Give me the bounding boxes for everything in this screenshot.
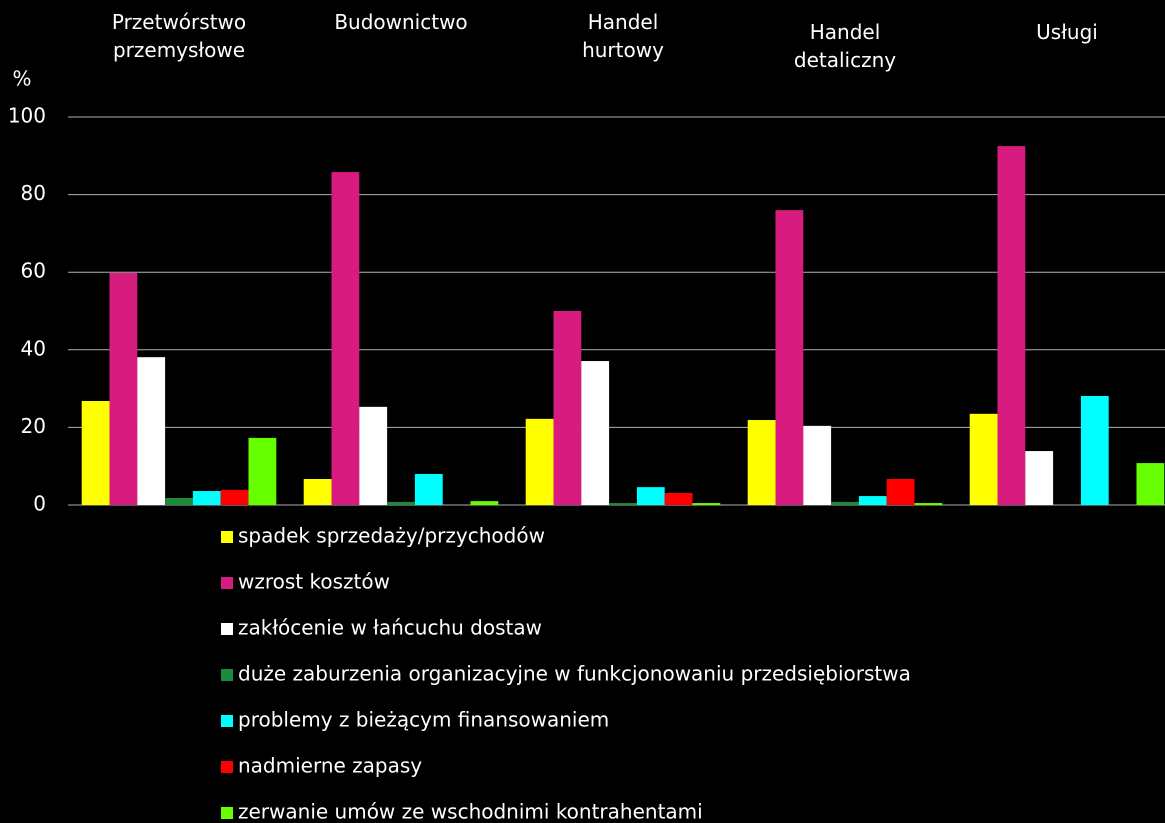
bar [664,492,693,505]
legend-swatch [221,715,233,727]
bar [414,473,443,505]
category-label: Usługi [1036,20,1098,44]
bar [553,311,582,505]
bar [609,503,637,505]
category-label: Przetwórstwo przemysłowe [111,10,247,62]
legend-swatch [221,623,233,635]
bar [636,487,665,505]
y-tick-label: 80 [21,181,46,205]
bar [303,479,332,505]
category-label: Budownictwo [334,10,468,34]
bar [997,146,1026,505]
y-tick-label: 60 [21,259,46,283]
legend-label: spadek sprzedaży/przychodów [238,524,545,548]
bar [525,418,554,505]
bar [359,406,388,505]
category-label: Handel detaliczny [793,20,897,72]
legend-label: wzrost kosztów [238,570,390,594]
bar [914,503,943,505]
legend-swatch [221,669,233,681]
bar [803,425,832,505]
y-tick-label: 0 [33,492,46,516]
legend-label: nadmierne zapasy [238,754,422,778]
legend-label: problemy z bieżącym finansowaniem [238,708,609,732]
bar [831,501,859,505]
bar [858,496,887,505]
legend-swatch [221,577,233,589]
legend-label: duże zaburzenia organizacyjne w funkcjon… [238,662,911,686]
bar [886,479,915,505]
bar [220,489,249,505]
bar [1136,463,1165,505]
bar [331,172,360,505]
legend-swatch [221,761,233,773]
bar [969,413,998,505]
legend-swatch [221,531,233,543]
legend-label: zakłócenie w łańcuchu dostaw [238,616,542,640]
bar [81,401,110,505]
bar [109,272,138,505]
bar [1080,395,1109,505]
bar [581,361,610,505]
bar [165,498,193,505]
y-tick-label: 20 [21,414,46,438]
bar [470,501,499,505]
bar [692,503,721,505]
category-label: Handel hurtowy [582,10,664,62]
y-tick-label: 40 [21,336,46,360]
y-tick-label: 100 [8,104,46,128]
bar [137,357,166,505]
bar [192,491,221,505]
bar [248,437,277,505]
bar [775,210,804,505]
bar [747,420,776,505]
bar [387,501,415,505]
legend-label: zerwanie umów ze wschodnimi kontrahentam… [238,800,703,823]
bar [1025,451,1054,505]
y-axis-label: % [12,67,31,91]
legend-swatch [221,807,233,819]
